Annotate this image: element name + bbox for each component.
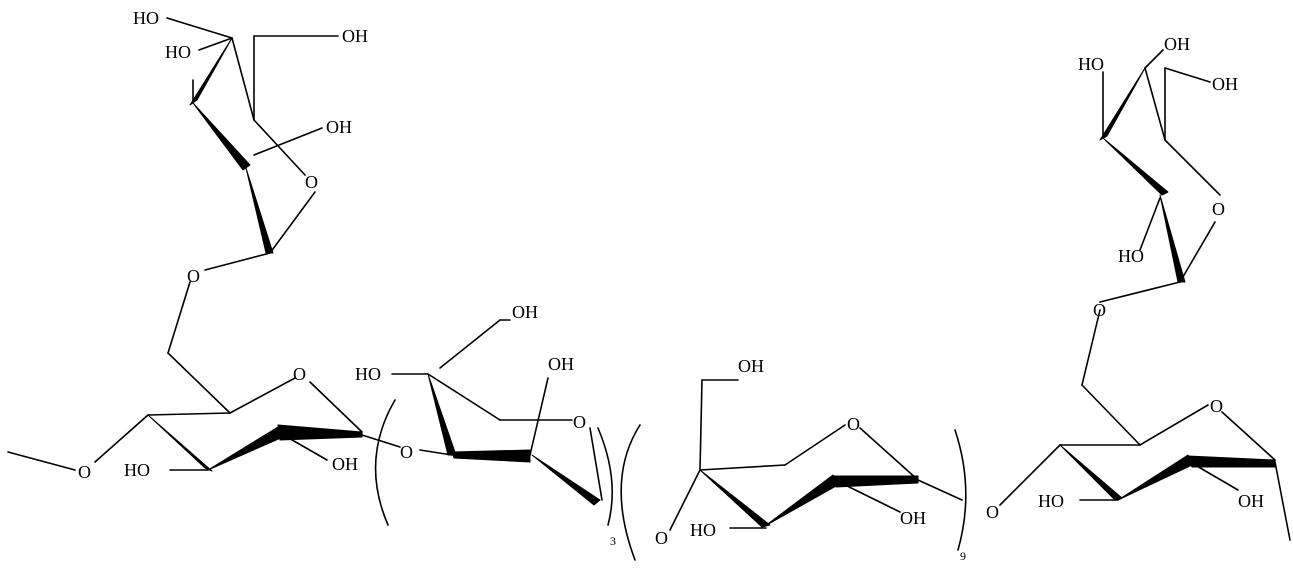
label-oh: OH <box>1238 491 1264 511</box>
repeat-bracket-close <box>597 427 614 526</box>
sugar-ring-left: O O HO OH O <box>7 364 413 482</box>
label-o: O <box>1212 199 1225 219</box>
label-o: O <box>305 172 318 192</box>
repeat-bracket-close <box>954 429 967 551</box>
sugar-ring-right: O HO OH O O <box>986 300 1291 541</box>
label-oh: OH <box>900 508 926 528</box>
label-oh: OH <box>342 26 368 46</box>
repeat-count-3: 3 <box>610 534 616 548</box>
label-oh: OH <box>332 454 358 474</box>
label-o: O <box>293 364 306 384</box>
label-oh: OH <box>738 356 764 376</box>
label-ho: HO <box>124 460 150 480</box>
label-o: O <box>573 412 586 432</box>
label-oh: OH <box>548 354 574 374</box>
label-o: O <box>655 528 668 548</box>
label-oh: OH <box>326 117 352 137</box>
label-o: O <box>847 414 860 434</box>
repeat-bracket-open <box>620 424 641 561</box>
label-ho: HO <box>165 42 191 62</box>
label-ho: HO <box>133 8 159 28</box>
branch-sugar-right: OH HO OH O HO <box>1078 34 1238 303</box>
label-o: O <box>78 462 91 482</box>
label-oh: OH <box>1212 74 1238 94</box>
repeat-count-9: 9 <box>960 549 966 563</box>
sugar-ring-repeat-9: OH O O HO OH <box>655 356 963 548</box>
label-ho: HO <box>355 364 381 384</box>
label-o: O <box>1093 300 1106 320</box>
label-o: O <box>1210 396 1223 416</box>
label-ho: HO <box>690 520 716 540</box>
label-oh: OH <box>1164 34 1190 54</box>
label-o: O <box>986 502 999 522</box>
label-ho: HO <box>1078 54 1104 74</box>
repeat-bracket-open <box>374 399 396 526</box>
label-o: O <box>187 266 200 286</box>
sugar-ring-repeat-3: OH HO OH O <box>355 302 603 506</box>
label-oh: OH <box>512 302 538 322</box>
label-ho: HO <box>1038 491 1064 511</box>
label-ho: HO <box>1118 246 1144 266</box>
label-o: O <box>400 442 413 462</box>
branch-sugar-left: HO HO OH OH O O <box>133 8 368 414</box>
